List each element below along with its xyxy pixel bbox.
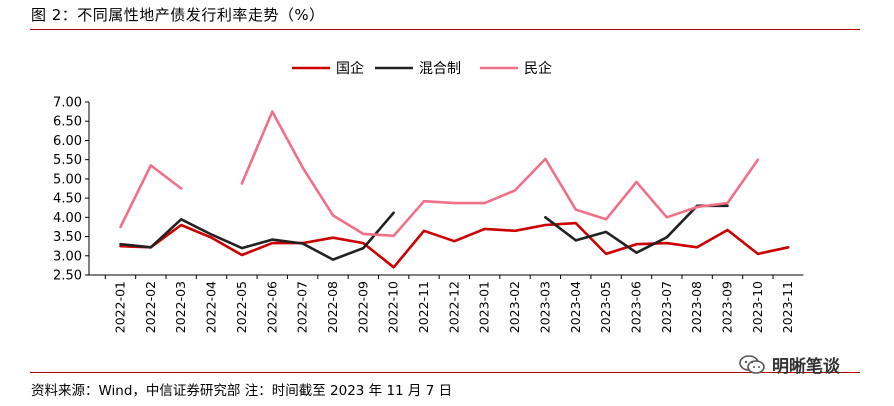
y-tick-label: 3.50: [53, 230, 82, 245]
y-tick-label: 5.50: [53, 153, 82, 168]
watermark-text: 明晰笔谈: [772, 357, 840, 377]
x-tick-label: 2022-09: [355, 281, 370, 333]
x-tick-label: 2023-11: [780, 281, 795, 333]
series-line-3: [119, 164, 183, 229]
wechat-logo-icon: [739, 354, 765, 374]
x-tick-label: 2023-01: [477, 281, 492, 333]
source-note: 资料来源：Wind，中信证券研究部 注：时间截至 2023 年 11 月 7 日: [31, 383, 453, 399]
y-tick-label: 4.50: [53, 192, 82, 207]
series-line-2: [119, 211, 396, 261]
x-tick-label: 2023-10: [750, 281, 765, 333]
x-tick-label: 2022-06: [264, 281, 279, 333]
y-tick-label: 3.00: [53, 249, 82, 264]
series-line-1: [119, 221, 790, 269]
x-tick-label: 2022-02: [143, 281, 158, 333]
x-tick-label: 2022-12: [446, 281, 461, 333]
x-tick-label: 2023-06: [628, 281, 643, 333]
x-tick-label: 2023-05: [598, 281, 613, 333]
legend-label-1: 国企: [336, 60, 364, 77]
x-tick-label: 2022-08: [325, 281, 340, 333]
figure-title: 图 2：不同属性地产债发行利率走势（%）: [31, 6, 325, 24]
series-line-3: [240, 110, 760, 238]
y-tick-label: 6.00: [53, 134, 82, 149]
title-rule: [30, 29, 860, 30]
x-tick-label: 2022-05: [234, 281, 249, 333]
x-tick-label: 2022-01: [113, 281, 128, 333]
x-tick-label: 2023-04: [568, 281, 583, 333]
y-tick-label: 5.00: [53, 172, 82, 187]
x-tick-label: 2023-08: [689, 281, 704, 333]
x-tick-label: 2022-03: [173, 281, 188, 333]
y-tick-label: 4.00: [53, 211, 82, 226]
x-tick-label: 2022-07: [295, 281, 310, 333]
legend-label-3: 民企: [524, 60, 552, 77]
footer-rule: [30, 372, 860, 373]
x-tick-label: 2023-02: [507, 281, 522, 333]
x-tick-label: 2022-11: [416, 281, 431, 333]
x-tick-label: 2023-07: [659, 281, 674, 333]
x-tick-label: 2023-09: [720, 281, 735, 333]
x-tick-label: 2022-10: [386, 281, 401, 333]
y-tick-label: 6.50: [53, 115, 82, 130]
x-tick-label: 2022-04: [204, 281, 219, 333]
x-tick-label: 2023-03: [537, 281, 552, 333]
y-tick-label: 7.00: [53, 96, 82, 111]
watermark: 明晰笔谈: [738, 352, 840, 377]
y-tick-label: 2.50: [53, 269, 82, 284]
legend-label-2: 混合制: [419, 61, 461, 77]
